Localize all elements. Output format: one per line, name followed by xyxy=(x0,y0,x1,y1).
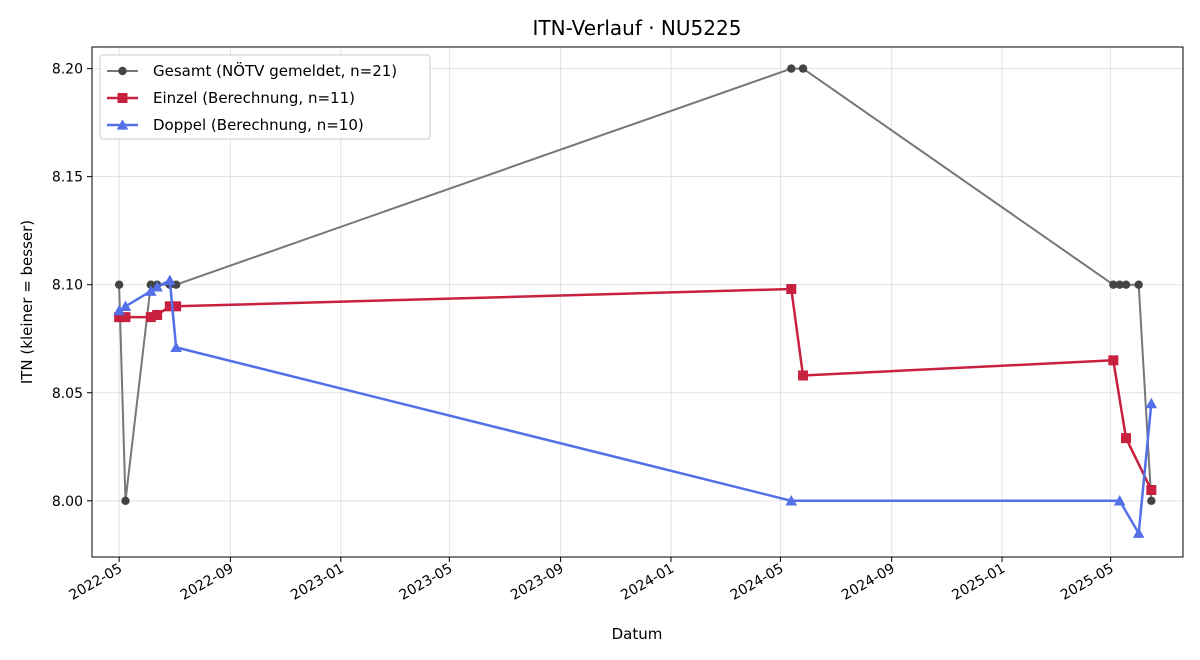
x-tick-label: 2023-05 xyxy=(397,561,456,604)
data-point xyxy=(151,281,163,292)
data-point xyxy=(152,309,163,320)
legend-entry-2: Doppel (Berechnung, n=10) xyxy=(107,116,364,134)
series-layer xyxy=(113,64,1158,538)
y-axis-label: ITN (kleiner = besser) xyxy=(18,220,36,384)
series-line xyxy=(118,279,1153,535)
x-tick-label: 2022-05 xyxy=(66,561,125,604)
x-tick-label: 2024-01 xyxy=(618,561,677,604)
data-point xyxy=(119,300,132,311)
series-2 xyxy=(113,274,1158,538)
data-point xyxy=(786,284,797,295)
legend-entry-1: Einzel (Berechnung, n=11) xyxy=(107,89,355,107)
data-point xyxy=(121,496,130,506)
data-point xyxy=(145,312,156,323)
data-point xyxy=(1121,280,1131,289)
series-line xyxy=(119,287,1153,491)
chart-title: ITN-Verlauf · NU5225 xyxy=(533,16,742,40)
x-tick-label: 2023-01 xyxy=(288,561,347,604)
x-axis: 2022-05 2022-09 2023-01 2023-05 2023-09 2024-… xyxy=(66,557,1117,604)
legend-marker xyxy=(116,119,129,130)
data-point xyxy=(113,304,125,316)
grid xyxy=(92,47,1183,557)
data-point xyxy=(1121,433,1132,444)
data-point xyxy=(1145,397,1158,409)
data-point xyxy=(798,64,808,73)
data-point xyxy=(164,301,175,312)
data-point xyxy=(170,341,182,353)
data-point xyxy=(1132,527,1145,538)
legend-label: Doppel (Berechnung, n=10) xyxy=(153,116,364,134)
data-point xyxy=(114,312,125,323)
legend-label: Gesamt (NÖTV gemeldet, n=21) xyxy=(153,61,397,80)
data-point xyxy=(114,280,124,289)
y-axis: 8.00 8.05 8.10 8.15 8.20 xyxy=(52,62,92,510)
x-axis-label: Datum xyxy=(612,625,663,643)
y-tick-label: 8.20 xyxy=(52,62,83,78)
data-point xyxy=(145,285,157,296)
y-tick-label: 8.15 xyxy=(52,170,83,186)
legend-entry-0: Gesamt (NÖTV gemeldet, n=21) xyxy=(107,61,397,80)
data-point xyxy=(1115,280,1124,289)
series-1 xyxy=(114,284,1157,496)
x-tick-label: 2023-09 xyxy=(508,561,567,604)
data-point xyxy=(1146,485,1157,496)
data-point xyxy=(787,64,796,73)
data-point xyxy=(1109,280,1118,289)
plot-frame xyxy=(91,46,1184,558)
legend-marker xyxy=(117,93,128,103)
legend-label: Einzel (Berechnung, n=11) xyxy=(153,89,355,107)
x-tick-label: 2025-01 xyxy=(949,561,1008,604)
data-point xyxy=(785,495,798,506)
y-tick-label: 8.10 xyxy=(52,278,83,294)
data-point xyxy=(1134,280,1143,289)
x-tick-label: 2025-05 xyxy=(1058,561,1117,604)
x-tick-label: 2022-09 xyxy=(178,561,237,604)
legend: Gesamt (NÖTV gemeldet, n=21) Einzel (Bere… xyxy=(99,54,431,140)
data-point xyxy=(798,370,809,381)
y-tick-label: 8.00 xyxy=(52,494,83,510)
data-point xyxy=(163,274,176,286)
data-point xyxy=(120,312,131,323)
data-point xyxy=(1108,355,1119,366)
legend-box xyxy=(99,54,431,140)
data-point xyxy=(146,280,156,289)
data-point xyxy=(1113,495,1126,506)
legend-marker xyxy=(118,66,127,76)
y-tick-label: 8.05 xyxy=(52,386,83,402)
x-tick-label: 2024-09 xyxy=(839,561,898,604)
x-tick-label: 2024-05 xyxy=(728,561,787,604)
data-point xyxy=(1147,496,1156,506)
data-point xyxy=(171,301,182,312)
